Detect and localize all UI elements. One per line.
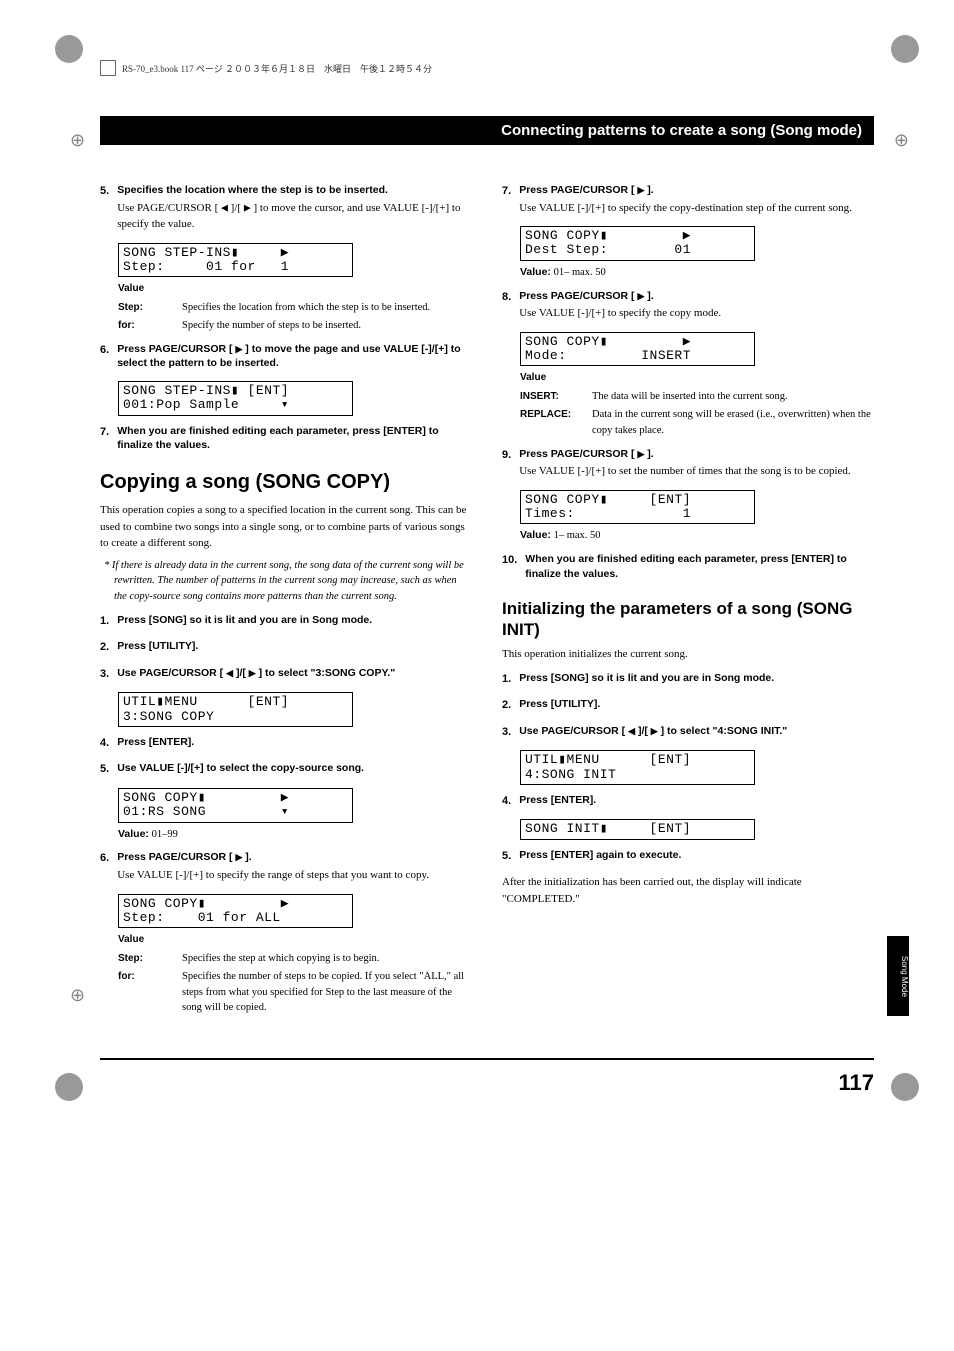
copy-step-10: 10.When you are finished editing each pa… <box>502 552 874 581</box>
step-7: 7. When you are finished editing each pa… <box>100 424 472 453</box>
content-columns: 5. Specifies the location where the step… <box>100 175 874 1018</box>
right-arrow-icon: ▶ <box>244 202 251 212</box>
step-title: Specifies the location where the step is… <box>117 183 472 198</box>
param-table: Step:Specifies the location from which t… <box>118 300 472 334</box>
step-number: 7. <box>100 424 109 453</box>
lcd-display: SONG INIT▮ [ENT] <box>520 819 755 839</box>
crop-corner-tr <box>891 35 919 63</box>
lcd-display: SONG COPY▮ ▶ Step: 01 for ALL <box>118 894 353 929</box>
param-row: INSERT:The data will be inserted into th… <box>520 389 874 405</box>
right-arrow-icon: ▶ <box>249 668 256 678</box>
page-title-bar: Connecting patterns to create a song (So… <box>100 116 874 145</box>
copy-step-5: 5.Use VALUE [-]/[+] to select the copy-s… <box>100 761 472 778</box>
param-row: REPLACE:Data in the current song will be… <box>520 407 874 439</box>
crop-mark-left-bottom: ⊕ <box>70 985 85 1006</box>
param-row: Step:Specifies the step at which copying… <box>118 951 472 967</box>
section-note: * If there is already data in the curren… <box>114 558 472 605</box>
lcd-display: SONG COPY▮ [ENT] Times: 1 <box>520 490 755 525</box>
step-5: 5. Specifies the location where the step… <box>100 183 472 233</box>
left-arrow-icon: ◀ <box>221 202 228 212</box>
init-step-4: 4.Press [ENTER]. <box>502 793 874 810</box>
step-number: 5. <box>100 183 109 233</box>
init-step-5: 5.Press [ENTER] again to execute. <box>502 848 874 865</box>
init-step-2: 2.Press [UTILITY]. <box>502 697 874 714</box>
lcd-display: SONG COPY▮ ▶ Dest Step: 01 <box>520 226 755 261</box>
book-header-icon <box>100 60 116 76</box>
side-tab: Song Mode <box>887 936 909 1016</box>
lcd-display: SONG COPY▮ ▶ Mode: INSERT <box>520 332 755 367</box>
lcd-display: SONG STEP-INS▮ ▶ Step: 01 for 1 <box>118 243 353 278</box>
crop-corner-tl <box>55 35 83 63</box>
step-number: 6. <box>100 342 109 371</box>
value-label: Value <box>520 370 874 385</box>
book-header: RS-70_e3.book 117 ページ ２００３年６月１８日 水曜日 午後１… <box>100 60 874 76</box>
page-number: 117 <box>839 1070 875 1095</box>
value-line: Value: 01–99 <box>118 827 472 843</box>
crop-corner-bl <box>55 1073 83 1101</box>
section-outro: After the initialization has been carrie… <box>502 874 874 907</box>
left-arrow-icon: ◀ <box>628 726 635 736</box>
value-label: Value <box>118 932 472 947</box>
param-table: INSERT:The data will be inserted into th… <box>520 389 874 438</box>
copy-step-7: 7. Press PAGE/CURSOR [ ▶ ]. Use VALUE [-… <box>502 183 874 216</box>
copy-step-2: 2.Press [UTILITY]. <box>100 639 472 656</box>
section-intro: This operation copies a song to a specif… <box>100 502 472 552</box>
step-title: Press PAGE/CURSOR [ ▶ ] to move the page… <box>117 342 472 371</box>
copy-step-1: 1.Press [SONG] so it is lit and you are … <box>100 613 472 630</box>
book-header-text: RS-70_e3.book 117 ページ ２００３年６月１８日 水曜日 午後１… <box>122 62 432 75</box>
param-row: for:Specifies the number of steps to be … <box>118 969 472 1016</box>
crop-mark-right-top: ⊕ <box>894 130 909 151</box>
param-row: Step:Specifies the location from which t… <box>118 300 472 316</box>
step-6: 6. Press PAGE/CURSOR [ ▶ ] to move the p… <box>100 342 472 371</box>
copy-step-9: 9. Press PAGE/CURSOR [ ▶ ]. Use VALUE [-… <box>502 447 874 480</box>
section-heading-copy: Copying a song (SONG COPY) <box>100 471 472 494</box>
step-body: Use PAGE/CURSOR [ ◀ ]/[ ▶ ] to move the … <box>117 200 472 233</box>
value-line: Value: 1– max. 50 <box>520 528 874 544</box>
copy-step-8: 8. Press PAGE/CURSOR [ ▶ ]. Use VALUE [-… <box>502 289 874 322</box>
lcd-display: UTIL▮MENU [ENT] 3:SONG COPY <box>118 692 353 727</box>
lcd-display: SONG STEP-INS▮ [ENT] 001:Pop Sample ▾ <box>118 381 353 416</box>
section-heading-init: Initializing the parameters of a song (S… <box>502 599 874 640</box>
crop-mark-left-top: ⊕ <box>70 130 85 151</box>
crop-corner-br <box>891 1073 919 1101</box>
step-title: When you are finished editing each param… <box>117 424 472 453</box>
param-table: Step:Specifies the step at which copying… <box>118 951 472 1016</box>
value-line: Value: 01– max. 50 <box>520 265 874 281</box>
left-column: 5. Specifies the location where the step… <box>100 175 472 1018</box>
left-arrow-icon: ◀ <box>226 668 233 678</box>
copy-step-6: 6. Press PAGE/CURSOR [ ▶ ]. Use VALUE [-… <box>100 850 472 883</box>
page-footer: 117 <box>100 1058 874 1096</box>
lcd-display: UTIL▮MENU [ENT] 4:SONG INIT <box>520 750 755 785</box>
right-arrow-icon: ▶ <box>651 726 658 736</box>
value-label: Value <box>118 281 472 296</box>
section-intro: This operation initializes the current s… <box>502 646 874 663</box>
right-column: 7. Press PAGE/CURSOR [ ▶ ]. Use VALUE [-… <box>502 175 874 1018</box>
page-title: Connecting patterns to create a song (So… <box>501 122 862 139</box>
lcd-display: SONG COPY▮ ▶ 01:RS SONG ▾ <box>118 788 353 823</box>
init-step-1: 1.Press [SONG] so it is lit and you are … <box>502 671 874 688</box>
copy-step-4: 4.Press [ENTER]. <box>100 735 472 752</box>
init-step-3: 3. Use PAGE/CURSOR [ ◀ ]/[ ▶ ] to select… <box>502 724 874 741</box>
param-row: for:Specify the number of steps to be in… <box>118 318 472 334</box>
copy-step-3: 3. Use PAGE/CURSOR [ ◀ ]/[ ▶ ] to select… <box>100 666 472 683</box>
